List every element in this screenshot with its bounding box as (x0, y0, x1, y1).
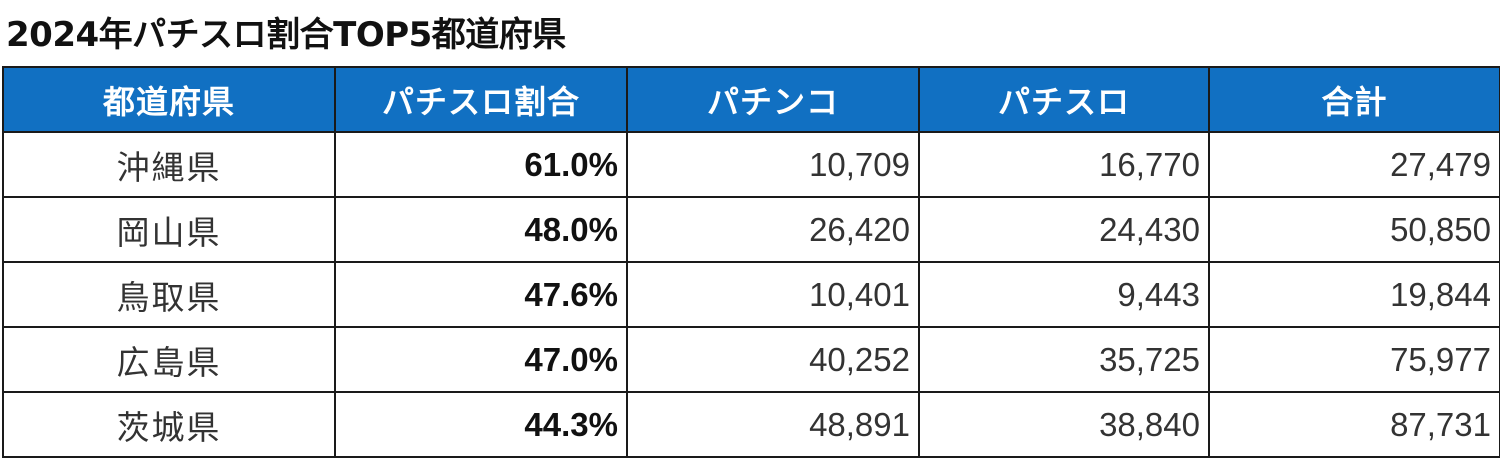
cell-pachislot: 38,840 (918, 391, 1210, 458)
cell-pachinko: 40,252 (626, 326, 920, 393)
cell-prefecture: 鳥取県 (2, 261, 336, 328)
cell-prefecture: 岡山県 (2, 196, 336, 263)
table-row: 広島県 47.0% 40,252 35,725 75,977 (2, 326, 1500, 393)
ranking-table: 都道府県 パチスロ割合 パチンコ パチスロ 合計 沖縄県 61.0% 10,70… (2, 66, 1500, 458)
cell-pachislot: 24,430 (918, 196, 1210, 263)
cell-pachinko: 48,891 (626, 391, 920, 458)
cell-total: 19,844 (1208, 261, 1500, 328)
cell-ratio: 47.6% (334, 261, 628, 328)
cell-ratio: 48.0% (334, 196, 628, 263)
cell-ratio: 47.0% (334, 326, 628, 393)
cell-total: 50,850 (1208, 196, 1500, 263)
cell-total: 75,977 (1208, 326, 1500, 393)
table-row: 鳥取県 47.6% 10,401 9,443 19,844 (2, 261, 1500, 328)
cell-pachinko: 26,420 (626, 196, 920, 263)
header-total: 合計 (1208, 66, 1500, 133)
cell-prefecture: 広島県 (2, 326, 336, 393)
cell-pachislot: 35,725 (918, 326, 1210, 393)
cell-pachinko: 10,709 (626, 131, 920, 198)
header-prefecture: 都道府県 (2, 66, 336, 133)
table-row: 茨城県 44.3% 48,891 38,840 87,731 (2, 391, 1500, 458)
table-row: 沖縄県 61.0% 10,709 16,770 27,479 (2, 131, 1500, 198)
table-row: 岡山県 48.0% 26,420 24,430 50,850 (2, 196, 1500, 263)
cell-pachislot: 9,443 (918, 261, 1210, 328)
header-pachislot-ratio: パチスロ割合 (334, 66, 628, 133)
cell-ratio: 61.0% (334, 131, 628, 198)
page-title: 2024年パチスロ割合TOP5都道府県 (6, 15, 566, 55)
cell-prefecture: 沖縄県 (2, 131, 336, 198)
cell-pachislot: 16,770 (918, 131, 1210, 198)
header-pachinko: パチンコ (626, 66, 920, 133)
cell-total: 27,479 (1208, 131, 1500, 198)
cell-prefecture: 茨城県 (2, 391, 336, 458)
cell-total: 87,731 (1208, 391, 1500, 458)
cell-ratio: 44.3% (334, 391, 628, 458)
cell-pachinko: 10,401 (626, 261, 920, 328)
header-pachislot: パチスロ (918, 66, 1210, 133)
table-header-row: 都道府県 パチスロ割合 パチンコ パチスロ 合計 (2, 66, 1500, 133)
